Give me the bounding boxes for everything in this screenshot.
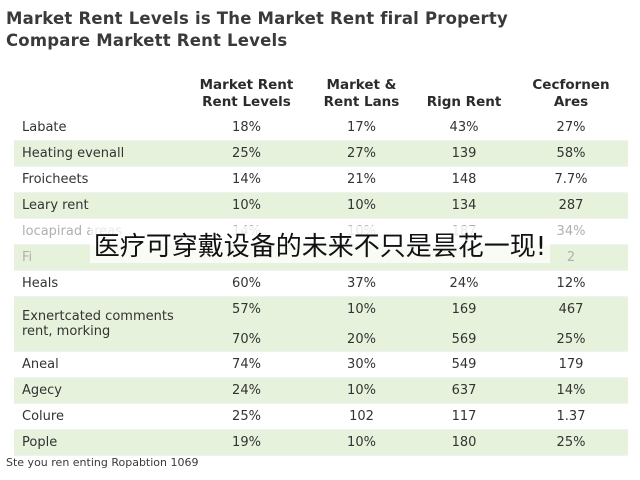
table-row: Exnertcated comments rent, morking 57% 7… xyxy=(14,296,628,352)
page-title: Market Rent Levels is The Market Rent fi… xyxy=(6,8,634,52)
cell: 19% xyxy=(184,429,309,456)
cell: 60% xyxy=(184,270,309,297)
header-rign-rent: Rign Rent xyxy=(426,94,502,110)
cell: 43% xyxy=(414,115,514,141)
cell: 180 xyxy=(414,429,514,456)
cell: 549 xyxy=(414,351,514,378)
header-market-rent-levels: Market Rent Rent Levels xyxy=(199,77,294,110)
cell: 14% xyxy=(514,377,628,404)
table-row: locapirad areas 14% 10% 187 34% xyxy=(14,218,628,245)
cell: 169 569 xyxy=(414,296,514,352)
cell: 102 xyxy=(309,403,414,430)
cell: 2 xyxy=(514,244,628,271)
rent-table: Market Rent Rent Levels Market & Rent La… xyxy=(14,71,628,456)
cell: 24% xyxy=(184,377,309,404)
row-label: Agecy xyxy=(14,377,184,404)
cell xyxy=(184,244,309,271)
cell: 25% xyxy=(184,140,309,167)
cell: 10% xyxy=(184,192,309,219)
cell: 17% xyxy=(309,115,414,141)
row-label: Colure xyxy=(14,403,184,430)
title-line-2: Compare Markett Rent Levels xyxy=(6,31,288,50)
table-row: Colure 25% 102 117 1.37 xyxy=(14,403,628,430)
cell: 467 25% xyxy=(514,296,628,352)
cell: 10% 20% xyxy=(309,296,414,352)
table-row: Labate 18% 17% 43% 27% xyxy=(14,115,628,141)
cell: 37% xyxy=(309,270,414,297)
row-label: Leary rent xyxy=(14,192,184,219)
cell: 10% xyxy=(309,192,414,219)
cell: 287 xyxy=(514,192,628,219)
header-market-rent-lans: Market & Rent Lans xyxy=(323,77,400,110)
row-label: Pople xyxy=(14,429,184,456)
table-header-row: Market Rent Rent Levels Market & Rent La… xyxy=(14,71,628,115)
cell: 27% xyxy=(514,115,628,141)
cell: 21% xyxy=(309,166,414,193)
row-label: Aneal xyxy=(14,351,184,378)
cell: 25% xyxy=(184,403,309,430)
cell: 7.7% xyxy=(514,166,628,193)
cell: 24% xyxy=(414,270,514,297)
row-label: locapirad areas xyxy=(14,218,184,245)
table-row: Agecy 24% 10% 637 14% xyxy=(14,377,628,404)
cell: 148 xyxy=(414,166,514,193)
cell: 74% xyxy=(184,351,309,378)
row-label: Labate xyxy=(14,115,184,141)
table-row: Aneal 74% 30% 549 179 xyxy=(14,351,628,378)
cell: 12% xyxy=(514,270,628,297)
table-row: Heals 60% 37% 24% 12% xyxy=(14,270,628,297)
cell: 57% 70% xyxy=(184,296,309,352)
cell: 30% xyxy=(309,351,414,378)
cell: 10% xyxy=(309,377,414,404)
cell: 58% xyxy=(514,140,628,167)
row-label: Heating evenall xyxy=(14,140,184,167)
cell: 14% xyxy=(184,166,309,193)
footnote: Ste you ren enting Ropabtion 1069 xyxy=(6,456,199,469)
row-label: Heals xyxy=(14,270,184,297)
cell: 179 xyxy=(514,351,628,378)
table-row: Heating evenall 25% 27% 139 58% xyxy=(14,140,628,167)
row-label: Fi xyxy=(14,244,184,271)
table-row: Fi 2 xyxy=(14,244,628,271)
cell: 18% xyxy=(184,115,309,141)
cell: 14% xyxy=(184,218,309,245)
cell: 10% xyxy=(309,429,414,456)
cell: 34% xyxy=(514,218,628,245)
table-row: Froicheets 14% 21% 148 7.7% xyxy=(14,166,628,193)
table-row: Leary rent 10% 10% 134 287 xyxy=(14,192,628,219)
cell: 134 xyxy=(414,192,514,219)
cell xyxy=(414,244,514,271)
row-label: Exnertcated comments rent, morking xyxy=(14,296,184,352)
cell xyxy=(309,244,414,271)
table-row: Pople 19% 10% 180 25% xyxy=(14,429,628,456)
title-line-1: Market Rent Levels is The Market Rent fi… xyxy=(6,9,508,28)
cell: 187 xyxy=(414,218,514,245)
cell: 27% xyxy=(309,140,414,167)
cell: 637 xyxy=(414,377,514,404)
cell: 117 xyxy=(414,403,514,430)
cell: 10% xyxy=(309,218,414,245)
cell: 1.37 xyxy=(514,403,628,430)
cell: 25% xyxy=(514,429,628,456)
header-cecfornen-ares: Cecfornen Ares xyxy=(532,77,610,110)
cell: 139 xyxy=(414,140,514,167)
header-label xyxy=(14,71,184,115)
row-label: Froicheets xyxy=(14,166,184,193)
